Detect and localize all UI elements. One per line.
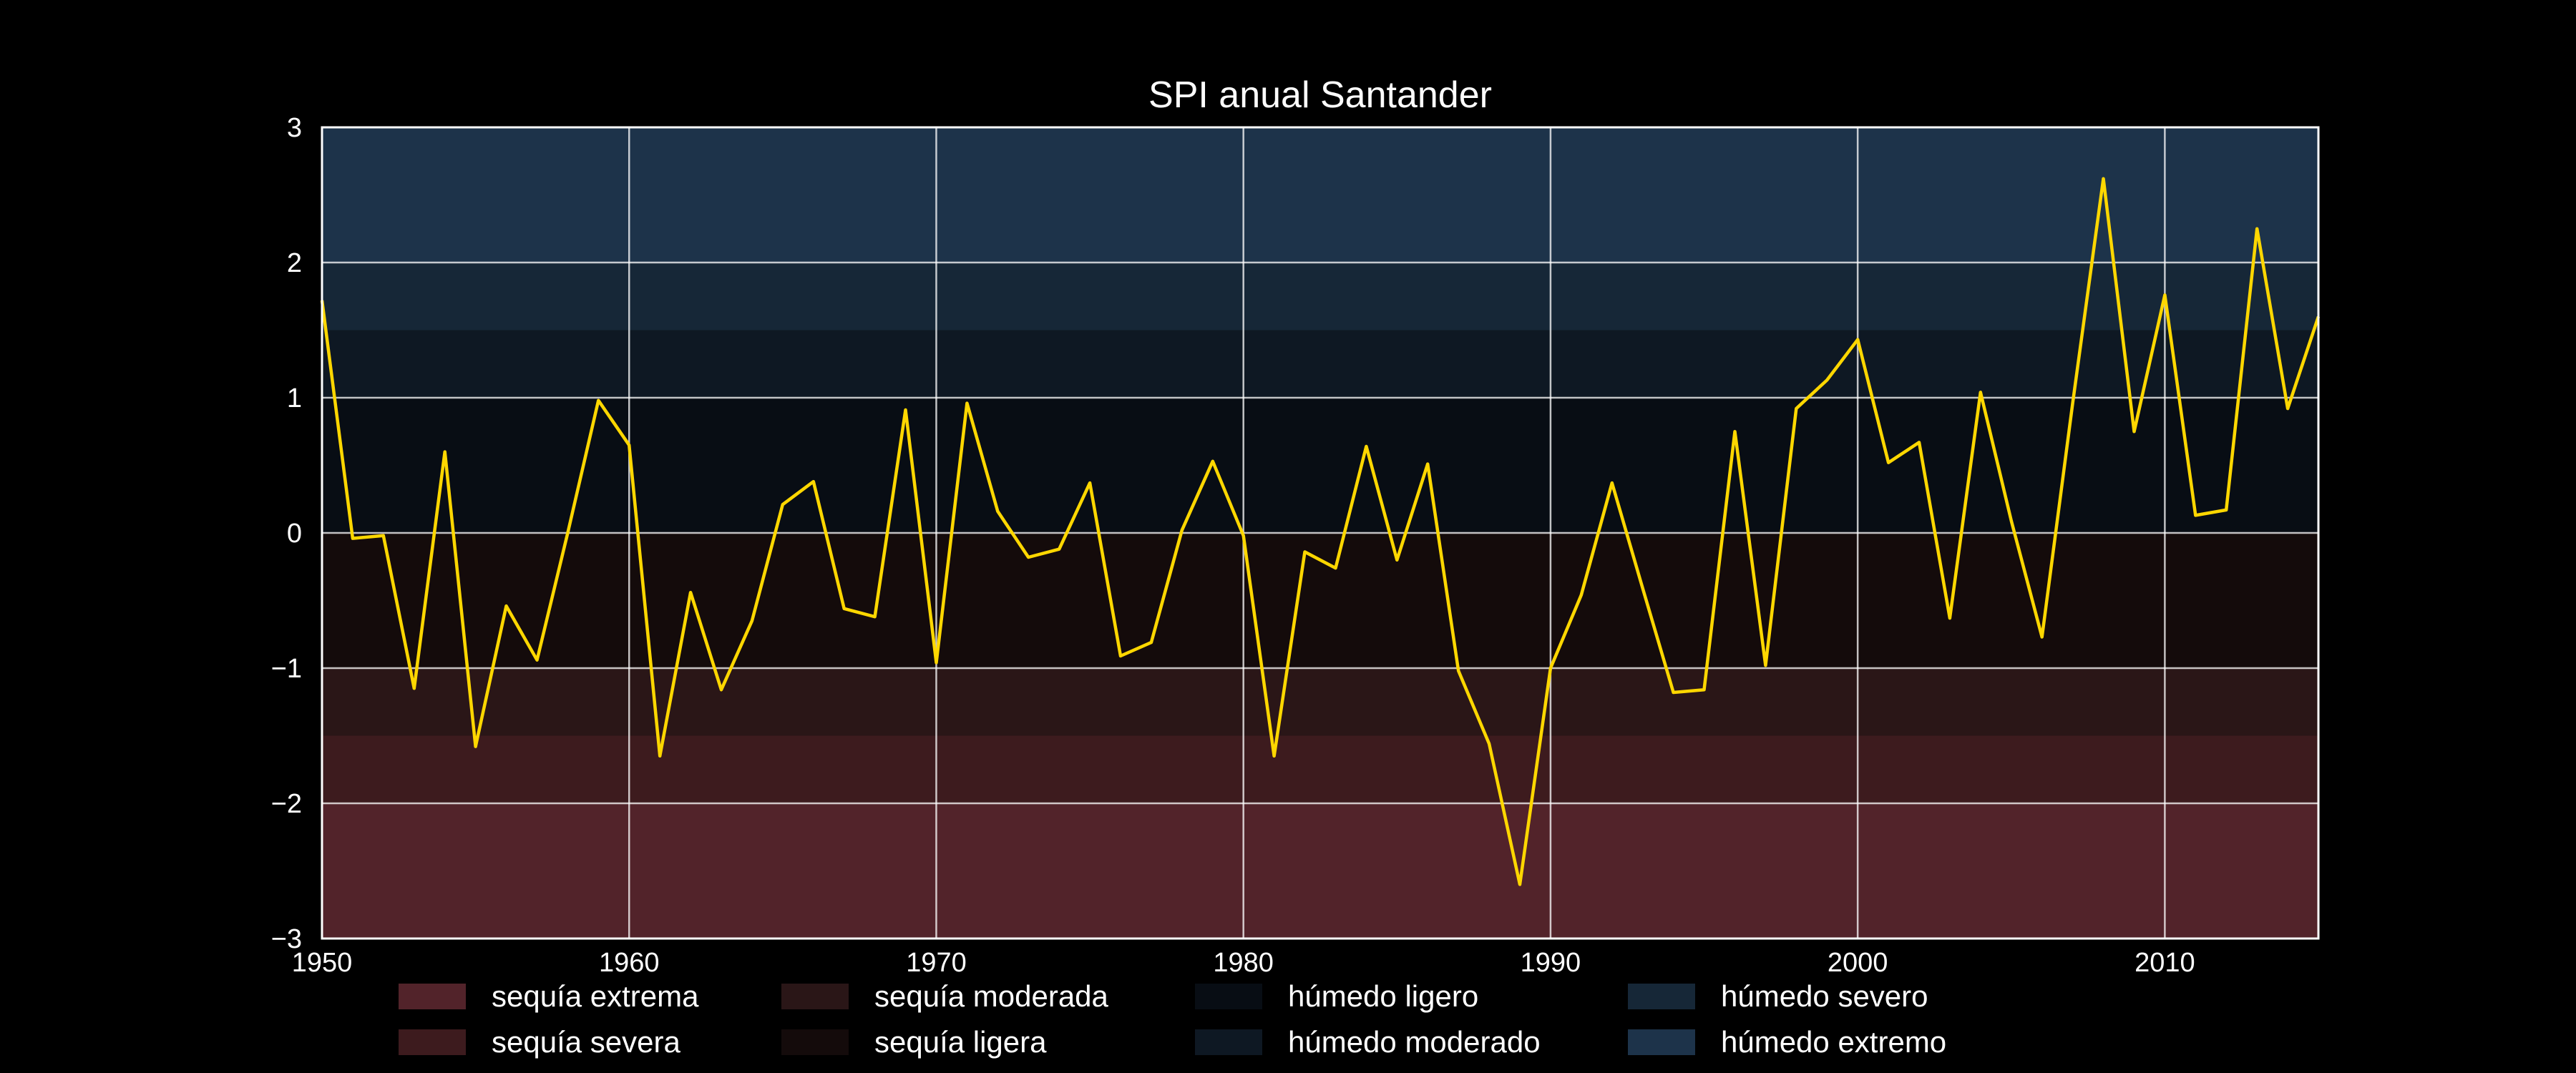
x-tick-label: 1980 (1213, 948, 1274, 978)
y-tick-label: 2 (287, 248, 302, 278)
y-tick-label: 3 (287, 113, 302, 143)
band-0 (322, 803, 2318, 939)
legend-swatch (781, 1029, 849, 1055)
legend-swatch (399, 984, 466, 1009)
y-axis-ticks: −3 −2 −1 0 1 2 3 (271, 113, 302, 954)
legend-swatch (1628, 1029, 1695, 1055)
band-1 (322, 735, 2318, 803)
legend-label: sequía severa (492, 1025, 680, 1059)
band-4 (322, 398, 2318, 533)
legend-label: sequía moderada (874, 979, 1109, 1013)
band-2 (322, 668, 2318, 736)
legend-swatch (781, 984, 849, 1009)
x-tick-label: 1950 (292, 948, 353, 978)
plot-frame (321, 126, 2320, 940)
y-tick-label: −3 (271, 924, 302, 954)
band-7 (322, 127, 2318, 263)
chart-title: SPI anual Santander (1148, 74, 1492, 116)
x-tick-label: 1960 (599, 948, 660, 978)
data-points (321, 178, 2319, 885)
y-tick-label: −1 (271, 654, 302, 684)
band-6 (322, 263, 2318, 330)
y-tick-label: 0 (287, 519, 302, 549)
y-tick-label: −2 (271, 789, 302, 819)
legend-swatch (1195, 1029, 1262, 1055)
legend-swatch (1628, 984, 1695, 1009)
legend-label: húmedo moderado (1288, 1025, 1541, 1059)
x-tick-label: 1970 (906, 948, 967, 978)
x-tick-label: 2000 (1828, 948, 1888, 978)
y-tick-label: 1 (287, 383, 302, 413)
legend-swatch (1195, 984, 1262, 1009)
legend-label: húmedo extremo (1721, 1025, 1946, 1059)
legend: sequía extrema sequía severa sequía modera… (399, 979, 1946, 1059)
x-axis-ticks: 1950 1960 1970 1980 1990 2000 2010 (292, 948, 2195, 978)
legend-label: húmedo ligero (1288, 979, 1478, 1013)
x-tick-label: 2010 (2135, 948, 2195, 978)
spi-bands (322, 127, 2318, 939)
spi-line (320, 177, 2321, 886)
legend-swatch (399, 1029, 466, 1055)
legend-label: sequía ligera (874, 1025, 1047, 1059)
band-5 (322, 330, 2318, 398)
legend-label: sequía extrema (492, 979, 699, 1013)
band-3 (322, 533, 2318, 668)
x-tick-label: 1990 (1521, 948, 1581, 978)
legend-label: húmedo severo (1721, 979, 1928, 1013)
